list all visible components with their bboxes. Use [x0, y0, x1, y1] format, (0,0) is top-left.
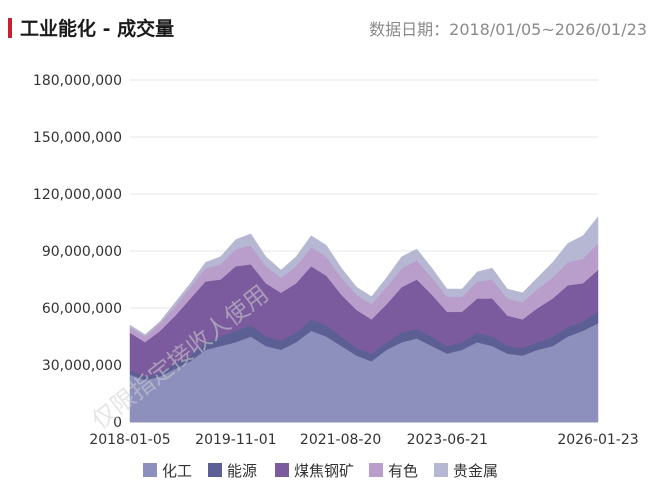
y-tick-label: 0: [113, 415, 122, 431]
x-tick-label: 2018-01-05: [89, 432, 170, 448]
y-tick-label: 120,000,000: [33, 187, 122, 203]
legend-label: 贵金属: [453, 462, 498, 480]
chart-legend: 化工 能源 煤焦钢矿 有色 贵金属: [143, 462, 498, 480]
legend-label: 有色: [388, 462, 418, 480]
date-range-label: 数据日期：2018/01/05~2026/01/23: [369, 20, 647, 39]
x-tick-label: 2026-01-23: [557, 432, 638, 448]
y-tick-label: 30,000,000: [42, 358, 122, 374]
y-tick-label: 180,000,000: [33, 73, 122, 89]
legend-swatch: [143, 463, 157, 477]
legend-label: 煤焦钢矿: [294, 462, 354, 480]
x-axis-ticks: 2018-01-05 2019-11-01 2021-08-20 2023-06-21…: [89, 432, 638, 448]
legend-label: 能源: [227, 462, 257, 480]
legend-swatch: [369, 463, 383, 477]
x-tick-label: 2019-11-01: [195, 432, 276, 448]
legend-swatch: [275, 463, 289, 477]
page-title: 工业能化 - 成交量: [20, 18, 175, 40]
y-tick-label: 150,000,000: [33, 130, 122, 146]
legend-swatch: [208, 463, 222, 477]
y-axis-ticks: 0 30,000,000 60,000,000 90,000,000 120,000,0…: [33, 73, 122, 431]
y-tick-label: 90,000,000: [42, 244, 122, 260]
x-tick-label: 2021-08-20: [300, 432, 381, 448]
area-series: [129, 216, 599, 337]
title-accent-bar: [8, 18, 12, 38]
y-tick-label: 60,000,000: [42, 301, 122, 317]
legend-label: 化工: [162, 462, 192, 480]
x-tick-label: 2023-06-21: [407, 432, 488, 448]
chart-areas: [129, 216, 599, 423]
legend-swatch: [434, 463, 448, 477]
